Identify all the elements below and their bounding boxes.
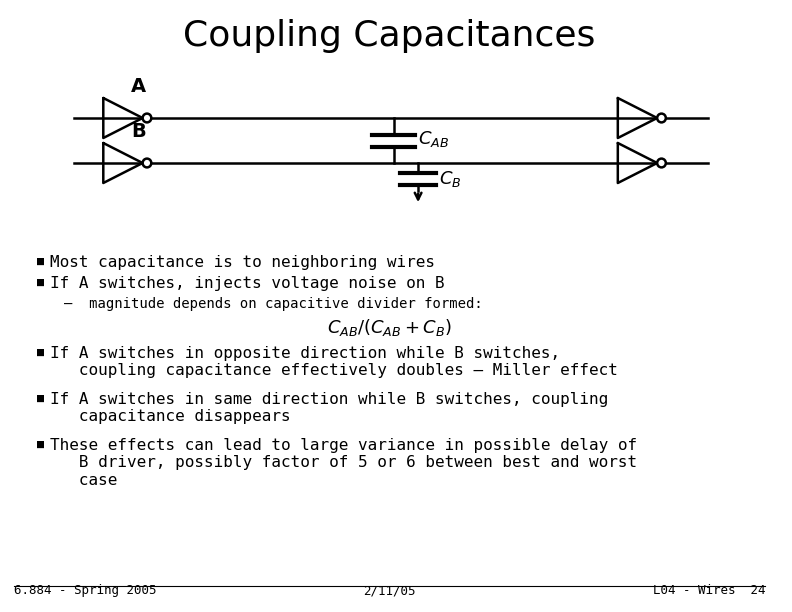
Text: A: A — [131, 77, 146, 96]
Text: If A switches in opposite direction while B switches,
   coupling capacitance ef: If A switches in opposite direction whil… — [50, 346, 618, 378]
Text: B: B — [131, 122, 146, 141]
Circle shape — [657, 114, 666, 122]
Text: ■: ■ — [37, 438, 44, 451]
Circle shape — [657, 159, 666, 168]
Text: Most capacitance is to neighboring wires: Most capacitance is to neighboring wires — [50, 255, 435, 270]
Text: L04 - Wires  24: L04 - Wires 24 — [653, 584, 765, 597]
Text: Coupling Capacitances: Coupling Capacitances — [184, 19, 596, 53]
Circle shape — [143, 159, 151, 168]
Text: $C_{AB}/(C_{AB}+C_B)$: $C_{AB}/(C_{AB}+C_B)$ — [327, 317, 452, 338]
Text: $C_{AB}$: $C_{AB}$ — [418, 129, 449, 149]
Text: These effects can lead to large variance in possible delay of
   B driver, possi: These effects can lead to large variance… — [50, 438, 638, 488]
Text: 6.884 - Spring 2005: 6.884 - Spring 2005 — [13, 584, 156, 597]
Text: ■: ■ — [37, 392, 44, 405]
Text: If A switches in same direction while B switches, coupling
   capacitance disapp: If A switches in same direction while B … — [50, 392, 608, 424]
Text: If A switches, injects voltage noise on B: If A switches, injects voltage noise on … — [50, 276, 445, 291]
Text: 2/11/05: 2/11/05 — [364, 584, 416, 597]
Text: –  magnitude depends on capacitive divider formed:: – magnitude depends on capacitive divide… — [64, 297, 482, 311]
Text: ■: ■ — [37, 346, 44, 359]
Text: ■: ■ — [37, 276, 44, 289]
Text: ■: ■ — [37, 255, 44, 268]
Text: $C_B$: $C_B$ — [439, 169, 461, 189]
Circle shape — [143, 114, 151, 122]
